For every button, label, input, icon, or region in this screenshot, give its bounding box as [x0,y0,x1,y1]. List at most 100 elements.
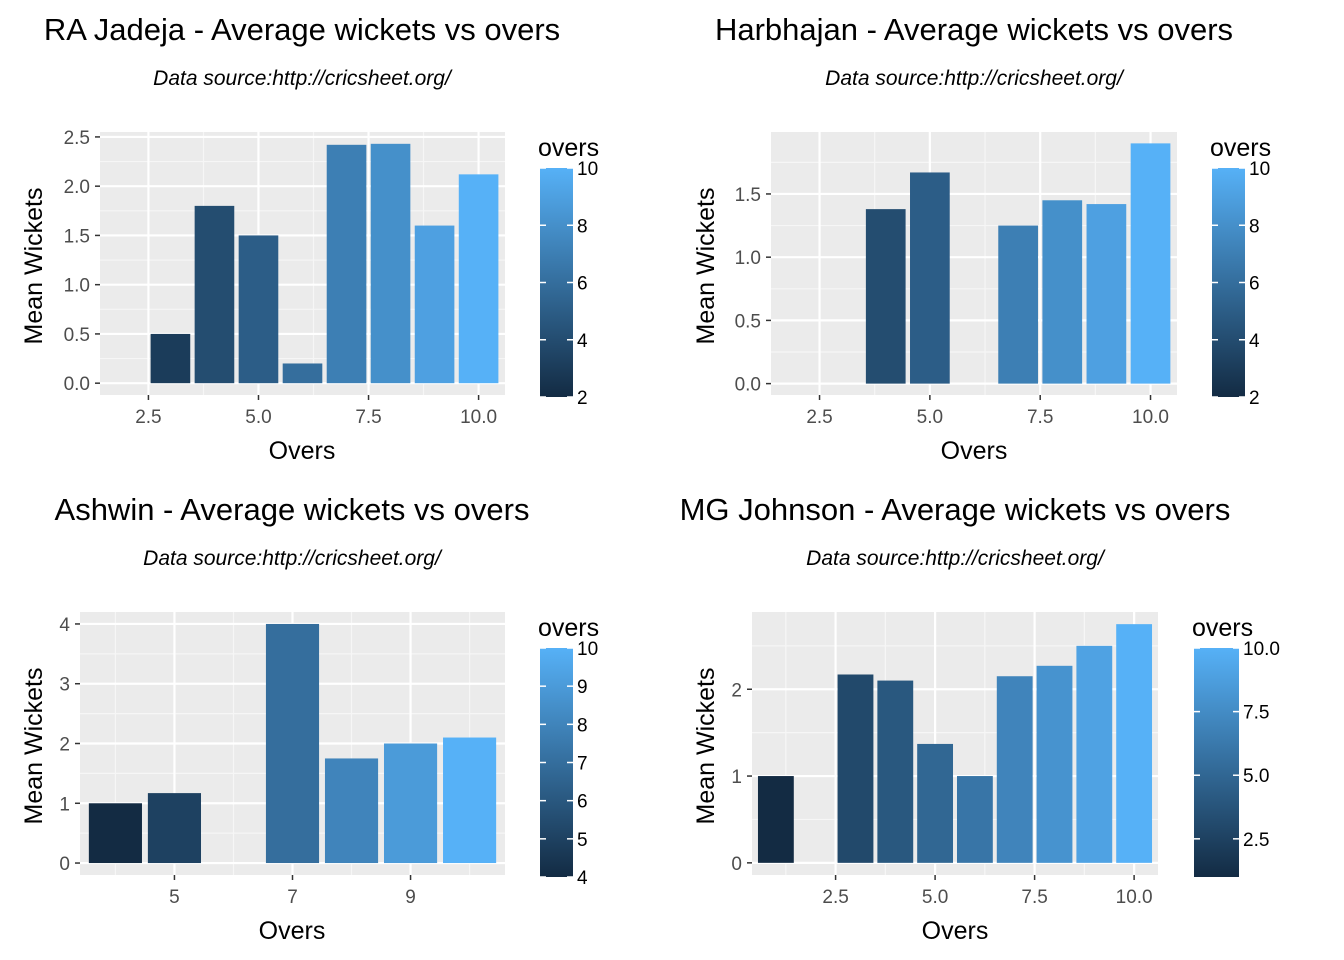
x-axis-title: Overs [259,917,326,945]
y-tick-label: 0.0 [64,374,90,395]
legend: overs 2 4 6 8 10 [1210,134,1271,409]
y-tick-label: 1.0 [64,276,90,297]
bar [147,793,202,864]
legend-colorbar [1194,648,1239,877]
x-tick-label: 10.0 [1132,407,1169,428]
chart-title: RA Jadeja - Average wickets vs overs [44,12,560,47]
y-tick-label: 1.0 [735,248,761,269]
bar [1130,143,1171,384]
bars [150,143,499,384]
x-tick-label: 5.0 [922,887,948,908]
x-tick-label: 7 [287,887,298,908]
bar [956,776,993,863]
y-axis-title: Mean Wickets [20,188,48,345]
legend-title: overs [538,614,599,642]
legend-title: overs [1210,134,1271,162]
chart-panel-johnson: MG Johnson - Average wickets vs overs Da… [680,492,1280,945]
chart-panel-jadeja: RA Jadeja - Average wickets vs overs Dat… [20,12,599,465]
y-tick-label: 2 [59,735,70,756]
legend-tick-label: 7 [577,754,588,775]
x-tick-label: 2.5 [822,887,848,908]
legend-tick-label: 5.0 [1243,766,1269,787]
legend-tick-label: 10 [1249,159,1270,180]
legend: overs 2.5 5.0 7.5 10.0 [1192,614,1280,877]
x-axis-title: Overs [269,437,336,465]
bar [1042,200,1083,384]
x-tick-label: 10.0 [1116,887,1153,908]
legend: overs 4 5 6 7 8 9 10 [538,614,599,889]
legend-tick-label: 10 [577,639,598,660]
bar [998,225,1038,384]
bar [1086,204,1127,384]
y-tick-label: 1 [731,767,742,788]
legend-ticks: 2 4 6 8 10 [1212,159,1270,409]
chart-panel-ashwin: Ashwin - Average wickets vs overs Data s… [20,492,599,945]
axis-ticks: 2.5 5.0 7.5 10.0 0 1 2 [731,680,1152,908]
bar [1036,665,1073,863]
bar [917,743,954,863]
x-axis-title: Overs [922,917,989,945]
bar [910,172,950,384]
bars [88,623,497,864]
y-tick-label: 2.0 [64,177,90,198]
bar [383,743,438,864]
x-tick-label: 5.0 [917,407,943,428]
legend-tick-label: 4 [1249,331,1260,352]
y-tick-label: 0 [731,854,742,875]
legend-tick-label: 8 [577,715,588,736]
bar [1116,624,1153,863]
bar [194,205,235,384]
y-tick-label: 1.5 [735,185,761,206]
legend-tick-label: 10.0 [1243,639,1280,660]
x-tick-label: 5.0 [245,407,271,428]
bar [326,144,367,384]
bar [370,143,411,384]
chart-subtitle: Data source:http://cricsheet.org/ [153,67,453,90]
legend-tick-label: 5 [577,830,588,851]
y-axis-title: Mean Wickets [692,668,720,825]
y-tick-label: 4 [59,615,70,636]
bar [837,674,874,863]
y-tick-label: 0.0 [735,375,761,396]
legend-ticks: 4 5 6 7 8 9 10 [540,639,598,889]
x-tick-label: 2.5 [806,407,832,428]
bar [877,680,914,863]
bar [865,209,906,384]
bar [282,363,323,384]
chart-subtitle: Data source:http://cricsheet.org/ [806,547,1106,570]
y-tick-label: 3 [59,675,70,696]
legend-tick-label: 8 [577,216,588,237]
legend-ticks: 2.5 5.0 7.5 10.0 [1194,639,1280,851]
x-axis-title: Overs [941,437,1008,465]
bar [238,235,279,384]
x-tick-label: 7.5 [1021,887,1047,908]
x-tick-label: 2.5 [135,407,161,428]
chart-subtitle: Data source:http://cricsheet.org/ [825,67,1125,90]
bar [88,803,142,864]
bar [996,676,1033,863]
legend-ticks: 2 4 6 8 10 [540,159,598,409]
chart-subtitle: Data source:http://cricsheet.org/ [143,547,443,570]
bar [324,758,379,864]
legend-tick-label: 8 [1249,216,1260,237]
bar [1076,645,1113,863]
chart-title: MG Johnson - Average wickets vs overs [680,492,1231,527]
y-axis-title: Mean Wickets [20,668,48,825]
y-tick-label: 2 [731,680,742,701]
legend-tick-label: 2 [577,388,588,409]
legend-title: overs [538,134,599,162]
bars [757,624,1153,863]
bar [757,776,794,863]
y-tick-label: 2.5 [64,128,90,149]
legend-tick-label: 6 [577,792,588,813]
y-axis-title: Mean Wickets [692,188,720,345]
x-tick-label: 10.0 [460,407,497,428]
legend-tick-label: 6 [1249,274,1260,295]
legend-tick-label: 7.5 [1243,703,1269,724]
y-tick-label: 0.5 [735,311,761,332]
x-tick-label: 9 [405,887,416,908]
bar [458,174,499,384]
x-tick-label: 7.5 [355,407,381,428]
x-tick-label: 5 [169,887,180,908]
